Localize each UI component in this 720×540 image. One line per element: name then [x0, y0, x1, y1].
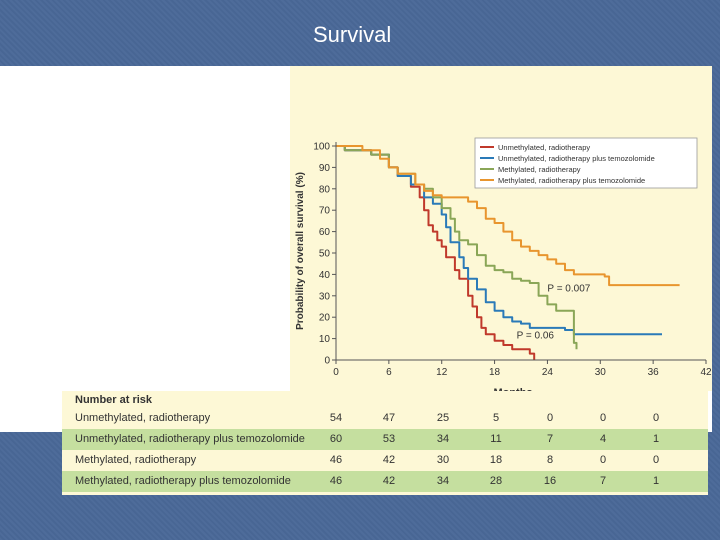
- x-tick-label: 42: [700, 367, 712, 378]
- risk-cell: 60: [329, 433, 343, 445]
- x-tick-label: 18: [489, 367, 501, 378]
- risk-cell: 28: [489, 475, 503, 487]
- risk-row-label: Unmethylated, radiotherapy: [75, 412, 211, 424]
- risk-cell: 46: [329, 475, 343, 487]
- risk-cell: 1: [652, 433, 660, 445]
- risk-cell: 0: [652, 454, 660, 466]
- legend-box: [474, 137, 698, 189]
- x-tick-label: 0: [333, 367, 339, 378]
- risk-cell: 47: [382, 412, 396, 424]
- y-tick-label: 80: [319, 184, 331, 195]
- risk-cell: 53: [382, 433, 396, 445]
- x-tick-label: 24: [542, 367, 554, 378]
- risk-cell: 7: [599, 475, 607, 487]
- figure-panel: 010203040506070809010006121824303642Mont…: [0, 66, 712, 495]
- y-tick-label: 10: [319, 334, 331, 345]
- slide-title: Survival: [313, 22, 392, 47]
- risk-cell: 42: [382, 454, 396, 466]
- risk-cell: 11: [490, 433, 502, 445]
- y-tick-label: 20: [319, 313, 331, 324]
- x-tick-label: 36: [648, 367, 660, 378]
- risk-cell: 0: [599, 454, 607, 466]
- y-tick-label: 50: [319, 249, 331, 260]
- risk-table-row: Unmethylated, radiotherapy 54 47 25 5 0 0 0: [62, 408, 708, 429]
- risk-row-label: Methylated, radiotherapy: [75, 454, 197, 466]
- y-tick-label: 40: [319, 270, 331, 281]
- x-tick-label: 30: [595, 367, 607, 378]
- risk-cell: 42: [382, 475, 396, 487]
- risk-cell: 0: [599, 412, 607, 424]
- risk-cell: 54: [329, 412, 343, 424]
- p-value-annotation: P = 0.007: [547, 284, 590, 295]
- y-tick-label: 60: [319, 227, 331, 238]
- survival-chart: 0 10 20 30 40 50 60 70 80 90 100 0 6 12 18 24 30 36 42 Mont…: [290, 66, 712, 391]
- risk-cell: 4: [599, 433, 607, 445]
- p-value-annotation: P = 0.06: [517, 331, 555, 342]
- risk-cell: 8: [546, 454, 554, 466]
- risk-table-row: Unmethylated, radiotherapy plus temozolo…: [62, 429, 708, 450]
- risk-table-title: Number at risk: [75, 394, 153, 406]
- y-axis-title: Probability of overall survival (%): [295, 172, 306, 330]
- x-tick-label: 6: [386, 367, 392, 378]
- risk-cell: 5: [492, 412, 500, 424]
- risk-cell: 7: [546, 433, 554, 445]
- risk-cell: 30: [436, 454, 450, 466]
- risk-cell: 0: [546, 412, 554, 424]
- legend-label: Unmethylated, radiotherapy plus temozolo…: [498, 154, 655, 163]
- series-line-2: [336, 145, 662, 336]
- y-tick-label: 100: [313, 142, 330, 153]
- chart-background: [290, 66, 712, 391]
- risk-cell: 16: [543, 475, 557, 487]
- legend-label: Methylated, radiotherapy plus temozolomi…: [498, 176, 645, 185]
- risk-table-row: Methylated, radiotherapy 46 42 30 18 8 0 0: [62, 450, 708, 471]
- legend-label: Methylated, radiotherapy: [498, 165, 581, 174]
- series-line-4: [336, 145, 680, 287]
- y-tick-label: 0: [324, 356, 330, 367]
- risk-row-label: Methylated, radiotherapy plus temozolomi…: [75, 475, 291, 487]
- x-tick-label: 12: [436, 367, 448, 378]
- risk-row-label: Unmethylated, radiotherapy plus temozolo…: [75, 433, 305, 445]
- risk-cell: 1: [652, 475, 660, 487]
- risk-cell: 46: [329, 454, 343, 466]
- risk-table-row: Methylated, radiotherapy plus temozolomi…: [62, 471, 708, 492]
- risk-cell: 34: [436, 433, 450, 445]
- legend-label: Unmethylated, radiotherapy: [498, 143, 590, 152]
- risk-cell: 0: [652, 412, 660, 424]
- risk-cell: 25: [436, 412, 450, 424]
- x-axis-title: Months: [493, 387, 532, 391]
- y-tick-label: 90: [319, 163, 331, 174]
- y-tick-label: 70: [319, 206, 331, 217]
- risk-cell: 34: [436, 475, 450, 487]
- risk-table: Number at risk Unmethylated, radiotherap…: [62, 391, 708, 495]
- risk-cell: 18: [489, 454, 503, 466]
- y-tick-label: 30: [319, 291, 331, 302]
